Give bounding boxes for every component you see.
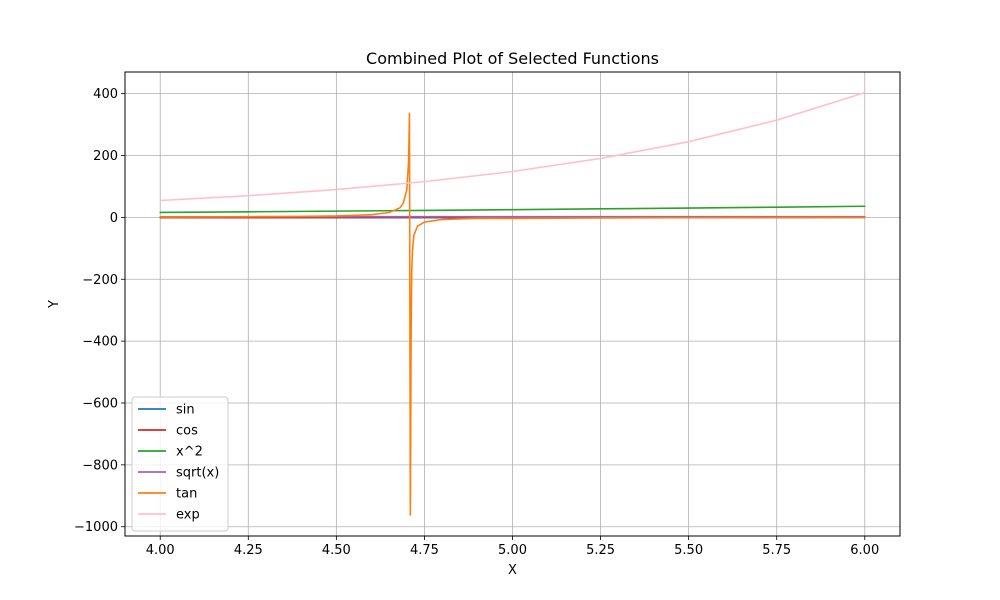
x-axis-ticks: 4.00 4.25 4.50 4.75 5.00 5.25 5.50 5.75 6.00 [146,536,879,558]
y-tick-label: 200 [93,149,118,164]
y-tick-label: 0 [110,211,118,226]
y-axis-ticks: 400 200 0 −200 −400 −600 −800 −1000 [74,87,125,535]
y-axis-label: Y [47,300,62,309]
y-tick-label: −1000 [74,520,118,535]
y-tick-label: −800 [82,458,118,473]
x-tick-label: 5.25 [586,543,615,558]
legend-label: x^2 [176,445,203,460]
x-tick-label: 5.75 [762,543,791,558]
legend: sin cos x^2 sqrt(x) tan exp [131,396,229,532]
legend-label: sqrt(x) [176,466,219,481]
x-tick-label: 6.00 [850,543,879,558]
legend-label: cos [176,424,198,439]
y-tick-label: −400 [82,335,118,350]
x-tick-label: 5.50 [674,543,703,558]
x-tick-label: 4.50 [322,543,351,558]
y-tick-label: −600 [82,396,118,411]
legend-label: exp [176,508,200,523]
series-layer [159,91,866,516]
series-line-exp [159,91,866,202]
y-tick-label: 400 [93,87,118,102]
y-tick-label: −200 [82,273,118,288]
legend-label: tan [176,487,197,502]
x-tick-label: 4.00 [146,543,175,558]
series-line-tan [159,112,866,516]
series-line-x-2 [159,205,866,214]
chart-title: Combined Plot of Selected Functions [366,49,659,68]
x-tick-label: 5.00 [498,543,527,558]
x-tick-label: 4.75 [410,543,439,558]
x-axis-label: X [508,563,517,578]
x-tick-label: 4.25 [234,543,263,558]
legend-label: sin [176,403,195,418]
